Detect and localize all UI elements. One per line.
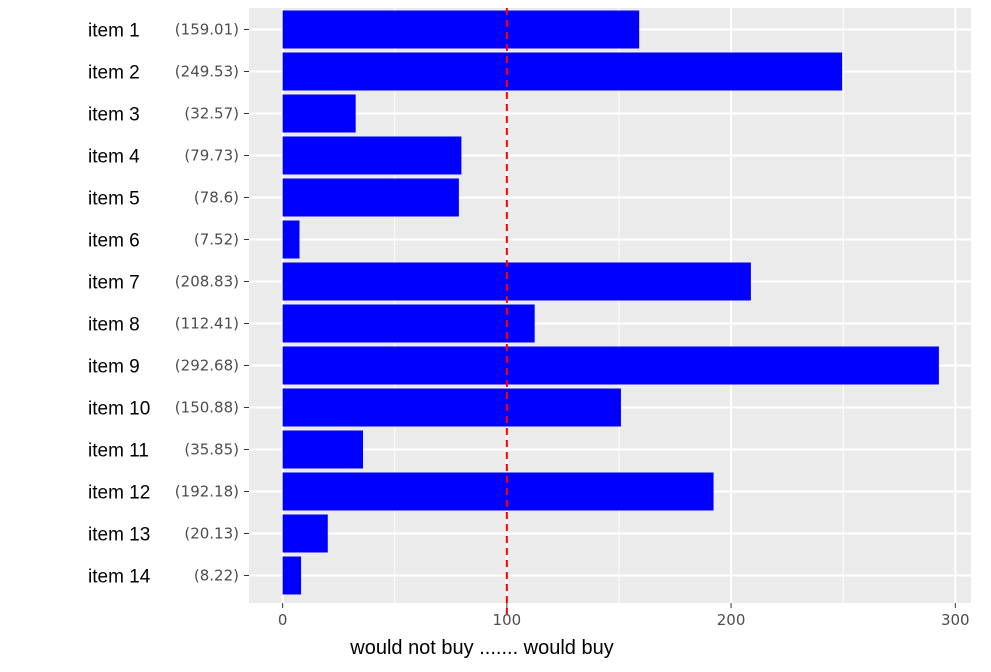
category-label: item 9 <box>88 357 140 378</box>
y-axis-ticks: item 1 (159.01) item 2 (249.53) item 3 (32.57… <box>88 21 249 588</box>
x-tick-label: 300 <box>941 611 970 629</box>
category-label: item 10 <box>88 399 150 420</box>
y-tick-label: (208.83) <box>175 273 239 291</box>
bar <box>282 262 751 301</box>
bar <box>282 346 939 385</box>
x-tick-label: 100 <box>493 611 522 629</box>
bar <box>282 136 462 175</box>
category-label: item 3 <box>88 105 140 126</box>
y-tick-label: (292.68) <box>175 357 239 375</box>
y-tick-label: (20.13) <box>184 525 239 543</box>
y-tick-label: (7.52) <box>194 231 239 249</box>
bar <box>282 514 328 553</box>
x-tick-label: 0 <box>278 611 288 629</box>
category-label: item 7 <box>88 273 140 294</box>
y-tick-label: (192.18) <box>175 483 239 501</box>
bar <box>282 556 302 595</box>
category-label: item 8 <box>88 315 140 336</box>
y-tick-label: (78.6) <box>194 189 239 207</box>
category-label: item 2 <box>88 63 140 84</box>
bar <box>282 304 535 343</box>
y-tick-label: (249.53) <box>175 63 239 81</box>
y-tick-label: (8.22) <box>194 567 239 585</box>
category-label: item 1 <box>88 21 140 42</box>
bar <box>282 430 364 469</box>
y-tick-label: (79.73) <box>184 147 239 165</box>
x-axis-title: would not buy ....... would buy <box>349 637 614 659</box>
bar <box>282 52 843 91</box>
y-tick-label: (32.57) <box>184 105 239 123</box>
bar <box>282 178 459 217</box>
bar <box>282 472 714 511</box>
category-label: item 12 <box>88 483 150 504</box>
bar <box>282 94 356 133</box>
x-axis-ticks: 0 100 200 300 <box>278 603 970 629</box>
category-label: item 13 <box>88 525 150 546</box>
bar <box>282 220 300 259</box>
y-tick-label: (112.41) <box>175 315 239 333</box>
category-label: item 14 <box>88 567 151 588</box>
bars <box>282 10 939 595</box>
category-label: item 4 <box>88 147 140 168</box>
bar <box>282 10 640 49</box>
category-label: item 6 <box>88 231 140 252</box>
y-tick-label: (159.01) <box>175 21 239 39</box>
x-tick-label: 200 <box>717 611 746 629</box>
y-tick-label: (35.85) <box>184 441 239 459</box>
category-label: item 5 <box>88 189 140 210</box>
bar <box>282 388 621 427</box>
category-label: item 11 <box>88 441 149 462</box>
y-tick-label: (150.88) <box>175 399 239 417</box>
